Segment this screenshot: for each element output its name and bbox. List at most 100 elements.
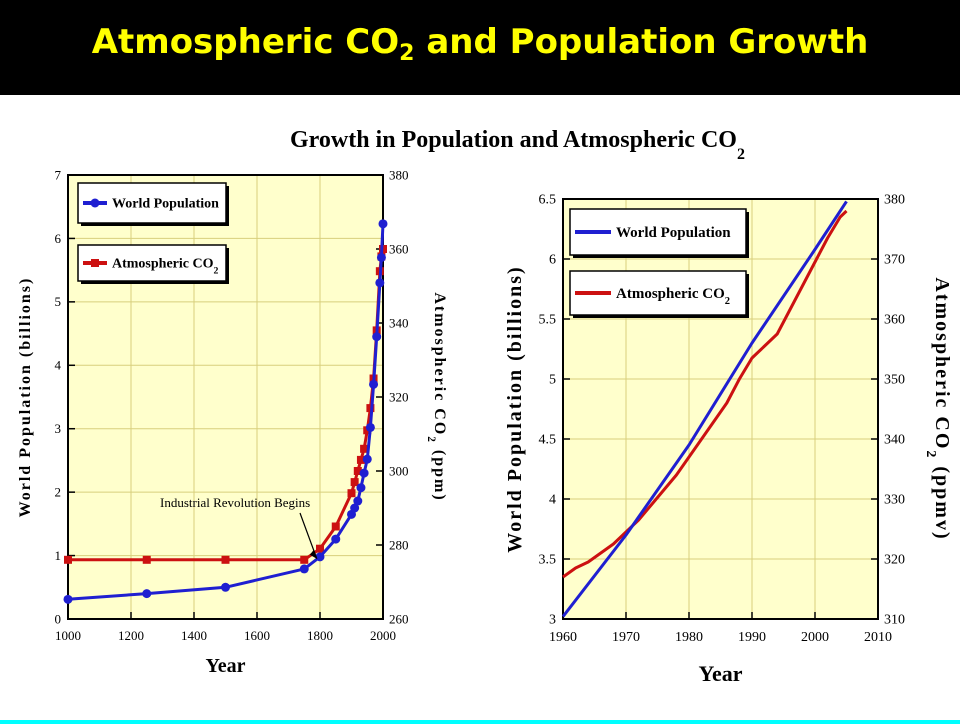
chart2-y2-axis-label-main: Atmospheric CO [931,277,953,450]
chart2-y-tick-label: 5 [549,373,556,388]
title-bar [0,0,960,95]
chart2-y2-tick-label: 360 [884,313,905,328]
chart1-co2-point [331,522,340,531]
chart2-y-tick-label: 6.5 [539,193,557,208]
chart2-y-tick-label: 4 [549,493,556,508]
chart2-y2-axis-label-subscript: 2 [923,450,938,459]
chart2-y2-tick-label: 320 [884,553,905,568]
chart1-y-tick-label: 0 [55,611,62,626]
figure-svg: Growth in Population and Atmospheric CO2… [17,127,953,686]
slide-title-rest: and Population Growth [414,22,869,62]
chart2-y2-axis-label-rest: (ppmv) [931,459,953,540]
chart1-population-point [369,379,379,389]
chart1-y-axis-label: World Population (billions) [17,277,34,518]
chart2-plot-frame [562,198,879,620]
chart1-co2-point [360,444,369,453]
chart2-y-tick-label: 3 [549,613,556,628]
chart1-population-point [315,552,325,562]
chart1-population-point [221,582,230,592]
chart2-y-tick-label: 6 [549,253,556,268]
slide-title-main: Atmospheric CO [91,22,400,62]
chart1-y2-axis-label-main: Atmospheric CO [431,292,448,436]
chart1-co2-point [64,555,72,564]
chart2-legend-co2-label: Atmospheric CO2 [616,286,730,307]
chart1-y-tick-label: 1 [55,548,62,563]
chart1-legend-co2-label: Atmospheric CO2 [112,257,219,277]
chart1-y2-tick-label: 280 [389,537,409,552]
chart1-legend-population-label: World Population [112,197,219,212]
chart1-population-point [362,454,372,464]
chart1-legend-co2-label-main: Atmospheric CO [112,257,214,272]
chart1-y2-tick-label: 300 [389,463,409,478]
chart1-x-tick-label: 1600 [244,628,270,643]
chart1-co2-point [356,455,365,464]
chart2-population-line [561,200,848,618]
chart1-x-tick-label: 1400 [181,628,207,643]
chart1-y2-tick-label: 360 [389,241,409,256]
chart1-y-tick-label: 2 [55,484,62,499]
chart1-y2-axis-label-rest: (ppm) [431,444,448,502]
chart1-x-axis-label: Year [206,655,246,677]
chart1-population-point [356,483,366,493]
chart2-y-axis-label: World Population (billions) [504,265,526,552]
chart1-y2-tick-label: 340 [389,315,409,330]
chart1-y-tick-label: 6 [55,231,62,246]
figure-title: Growth in Population and Atmospheric CO2 [290,127,745,163]
chart2-co2-line [562,209,848,579]
chart1-x-tick-label: 1200 [118,628,144,643]
chart1-population-point [350,503,360,513]
chart2-x-tick-label: 1960 [549,630,577,645]
chart2-y2-tick-label: 380 [884,193,905,208]
chart1-co2-point [316,544,324,553]
chart2-y2-axis-label: Atmospheric CO2 (ppmv) [923,277,953,540]
chart2-x-tick-label: 1980 [675,630,703,645]
chart1-population-point [142,589,152,599]
chart1-population-point [353,496,363,506]
chart1-y2-tick-label: 380 [389,167,409,182]
chart2-x-tick-label: 2000 [801,630,829,645]
chart1-legend-population-label-main: World Population [112,197,219,212]
chart1-y2-tick-label: 260 [389,611,409,626]
chart2-x-tick-label: 1990 [738,630,766,645]
chart1-y2-axis-label-subscript: 2 [425,436,437,444]
slide-title-subscript: 2 [399,41,415,66]
chart1-population-line [67,223,385,601]
chart1-population-point [365,422,375,432]
chart1-population-point [378,219,388,229]
chart2-x-tick-label: 2010 [864,630,892,645]
chart1-co2-point [347,489,356,498]
chart1-co2-point [300,555,309,564]
chart1-y2-axis-label: Atmospheric CO2 (ppm) [425,292,448,501]
chart1-co2-point [142,555,151,564]
chart1-population-point [372,332,382,342]
chart2-y2-tick-label: 340 [884,433,905,448]
chart1-co2-point [353,467,362,475]
chart-recent: 1960 1970 1980 1990 2000 2010 3 3.5 4 4.5 5 5.5 6 6.5… [504,193,953,686]
chart2-y2-tick-label: 310 [884,613,905,628]
chart2-y2-tick-label: 370 [884,253,905,268]
figure-panel: Growth in Population and Atmospheric CO2… [0,95,960,720]
figure-title-main: Growth in Population and Atmospheric CO [290,127,737,153]
chart1-population-point [359,468,369,478]
chart1-population-point [63,594,73,604]
chart1-annotation-arrowhead [309,549,317,559]
chart1-plot-area [68,175,383,619]
slide-title: Atmospheric CO2 and Population Growth [0,22,960,66]
chart1-y-tick-label: 5 [55,294,62,309]
chart2-y2-tick-label: 350 [884,373,905,388]
chart1-y-tick-label: 3 [55,421,62,436]
chart1-population-point [375,278,385,288]
chart1-co2-point [350,478,359,487]
chart1-x-tick-label: 2000 [370,628,396,643]
chart2-y-tick-label: 5.5 [539,313,557,328]
chart1-y-tick-label: 7 [55,167,62,182]
chart1-y-tick-label: 4 [55,358,62,373]
chart1-annotation-label: Industrial Revolution Begins [160,495,310,510]
chart2-x-tick-label: 1970 [612,630,640,645]
chart2-legend-population-label-main: World Population [616,225,731,241]
chart1-population-point [299,564,309,574]
chart1-legend-co2-label-subscript: 2 [214,265,219,276]
chart2-y-tick-label: 3.5 [539,553,557,568]
figure-title-subscript: 2 [737,146,745,163]
chart-long-term: 1000 1200 1400 1600 1800 2000 0 1 2 3 4 5 6 7 260 280 30… [17,167,448,677]
